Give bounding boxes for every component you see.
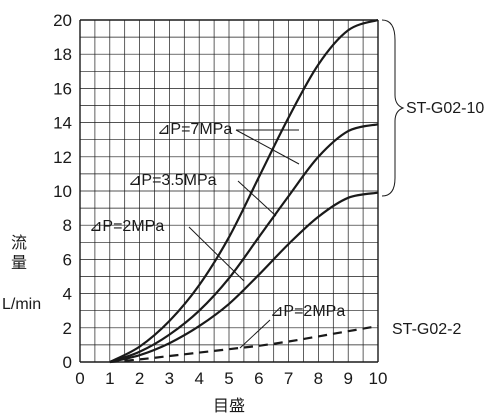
y-tick-label: 6 — [63, 250, 72, 269]
x-tick-label: 6 — [254, 369, 263, 388]
x-tick-label: 5 — [224, 369, 233, 388]
series-line-4 — [109, 325, 379, 364]
y-tick-label: 2 — [63, 319, 72, 338]
y-tick-label: 16 — [53, 79, 72, 98]
y-tick-label: 18 — [53, 45, 72, 64]
x-axis-label: 目盛 — [213, 397, 245, 415]
annotation-dp35: ⊿P=3.5MPa — [128, 172, 277, 217]
model-label-st-g02-10: ST-G02-10 — [406, 100, 484, 117]
x-tick-label: 3 — [165, 369, 174, 388]
y-tick-label: 20 — [53, 11, 72, 30]
y-tick-label: 12 — [53, 148, 72, 167]
brace-st-g02-10 — [381, 19, 405, 197]
y-tick-label: 14 — [53, 114, 72, 133]
annotation-dp2-small: ⊿P=2MPa — [239, 303, 345, 349]
annotation-dp7: ⊿P=7MPa — [157, 121, 300, 165]
x-tick-label: 2 — [135, 369, 144, 388]
grid — [79, 19, 379, 363]
svg-text:⊿P=2MPa: ⊿P=2MPa — [89, 218, 164, 235]
svg-text:⊿P=3.5MPa: ⊿P=3.5MPa — [128, 172, 217, 189]
y-tick-label: 4 — [63, 285, 72, 304]
curves — [109, 18, 379, 364]
svg-text:⊿P=7MPa: ⊿P=7MPa — [157, 121, 232, 138]
y-tick-label: 0 — [63, 353, 72, 372]
x-tick-label: 8 — [314, 369, 323, 388]
y-axis-unit: L/min — [2, 296, 41, 313]
series-line-2 — [109, 123, 379, 364]
x-tick-label: 4 — [194, 369, 203, 388]
annotation-dp2: ⊿P=2MPa — [89, 218, 245, 282]
y-tick-labels: 0 2 4 6 8 10 12 14 16 18 20 — [53, 11, 72, 372]
y-axis-label-1: 流 — [11, 234, 27, 252]
model-label-st-g02-2: ST-G02-2 — [392, 321, 461, 338]
x-tick-label: 10 — [369, 369, 388, 388]
series-line-1 — [109, 18, 379, 363]
x-tick-labels: 0 1 2 3 4 5 6 7 8 9 10 — [75, 369, 387, 388]
series-line-3 — [109, 191, 379, 364]
x-tick-label: 1 — [105, 369, 114, 388]
x-tick-label: 9 — [343, 369, 352, 388]
y-tick-label: 10 — [53, 182, 72, 201]
y-axis-label-2: 量 — [11, 255, 27, 272]
x-tick-label: 0 — [75, 369, 84, 388]
svg-text:⊿P=2MPa: ⊿P=2MPa — [270, 303, 345, 320]
y-tick-label: 8 — [63, 216, 72, 235]
x-tick-label: 7 — [284, 369, 293, 388]
